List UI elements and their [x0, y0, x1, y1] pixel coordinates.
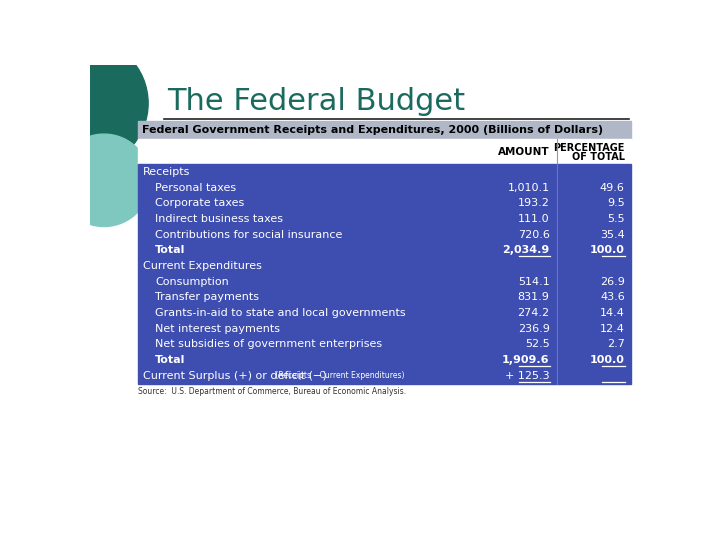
Text: OF TOTAL: OF TOTAL — [572, 152, 625, 162]
Text: 43.6: 43.6 — [600, 292, 625, 302]
Text: 720.6: 720.6 — [518, 230, 549, 240]
Text: Net subsidies of government enterprises: Net subsidies of government enterprises — [155, 340, 382, 349]
Text: 1,010.1: 1,010.1 — [508, 183, 549, 193]
Text: 514.1: 514.1 — [518, 276, 549, 287]
Text: Total: Total — [155, 355, 186, 365]
Text: 111.0: 111.0 — [518, 214, 549, 224]
Text: 274.2: 274.2 — [518, 308, 549, 318]
Text: 1,909.6: 1,909.6 — [502, 355, 549, 365]
Text: (Receipts – Current Expenditures): (Receipts – Current Expenditures) — [273, 371, 405, 380]
Text: PERCENTAGE: PERCENTAGE — [554, 143, 625, 153]
Text: 5.5: 5.5 — [607, 214, 625, 224]
Bar — [138, 164, 631, 383]
Text: Net interest payments: Net interest payments — [155, 323, 280, 334]
Text: Transfer payments: Transfer payments — [155, 292, 259, 302]
Text: 9.5: 9.5 — [607, 198, 625, 208]
Text: 193.2: 193.2 — [518, 198, 549, 208]
Text: Federal Government Receipts and Expenditures, 2000 (Billions of Dollars): Federal Government Receipts and Expendit… — [142, 125, 603, 135]
Text: 35.4: 35.4 — [600, 230, 625, 240]
Text: AMOUNT: AMOUNT — [498, 147, 549, 157]
Text: 49.6: 49.6 — [600, 183, 625, 193]
Text: 12.4: 12.4 — [600, 323, 625, 334]
Text: Receipts: Receipts — [143, 167, 190, 177]
Bar — [138, 121, 631, 139]
Bar — [138, 139, 631, 164]
Circle shape — [17, 38, 148, 168]
Text: Consumption: Consumption — [155, 276, 229, 287]
Text: 52.5: 52.5 — [525, 340, 549, 349]
Text: Corporate taxes: Corporate taxes — [155, 198, 244, 208]
Text: The Federal Budget: The Federal Budget — [168, 87, 466, 116]
Text: 100.0: 100.0 — [590, 355, 625, 365]
Text: Current Surplus (+) or deficit (−): Current Surplus (+) or deficit (−) — [143, 371, 326, 381]
Text: Contributions for social insurance: Contributions for social insurance — [155, 230, 343, 240]
Text: Source:  U.S. Department of Commerce, Bureau of Economic Analysis.: Source: U.S. Department of Commerce, Bur… — [138, 387, 406, 396]
Text: 831.9: 831.9 — [518, 292, 549, 302]
Text: Current Expenditures: Current Expenditures — [143, 261, 261, 271]
Text: 2.7: 2.7 — [607, 340, 625, 349]
Circle shape — [58, 134, 150, 226]
Text: 236.9: 236.9 — [518, 323, 549, 334]
Text: Grants-in-aid to state and local governments: Grants-in-aid to state and local governm… — [155, 308, 406, 318]
Text: Indirect business taxes: Indirect business taxes — [155, 214, 283, 224]
Text: Total: Total — [155, 245, 186, 255]
Text: 100.0: 100.0 — [590, 245, 625, 255]
Text: Personal taxes: Personal taxes — [155, 183, 236, 193]
Text: 26.9: 26.9 — [600, 276, 625, 287]
Text: + 125.3: + 125.3 — [505, 371, 549, 381]
Text: 2,034.9: 2,034.9 — [503, 245, 549, 255]
Text: 14.4: 14.4 — [600, 308, 625, 318]
